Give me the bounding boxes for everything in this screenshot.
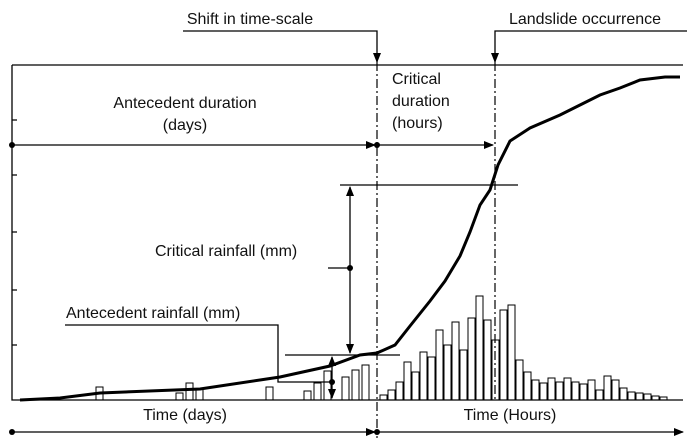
dot <box>374 429 380 435</box>
rainfall-bar <box>403 361 412 401</box>
rainfall-bar <box>499 309 508 401</box>
rainfall-bar <box>555 381 564 401</box>
dot <box>9 142 15 148</box>
rainfall-bar <box>265 386 274 401</box>
rainfall-bar <box>395 381 404 401</box>
rainfall-bar <box>361 364 370 401</box>
rainfall-bar <box>451 321 460 401</box>
rainfall-bar <box>563 377 572 401</box>
rainfall-bar <box>627 391 636 401</box>
dot <box>9 429 15 435</box>
rainfall-bar <box>515 359 524 401</box>
shift-pointer <box>183 30 381 63</box>
antecedent-duration-label: (days) <box>163 117 207 134</box>
rainfall-bar <box>435 329 444 401</box>
rainfall-bar <box>587 379 596 401</box>
rainfall-bar <box>595 389 604 401</box>
landslide-pointer <box>491 30 687 63</box>
critical-duration-label: duration <box>392 93 450 110</box>
rainfall-bar <box>547 377 556 401</box>
rainfall-bar <box>635 392 644 401</box>
rainfall-bar <box>443 344 452 401</box>
rainfall-bar <box>611 379 620 401</box>
dot <box>374 142 380 148</box>
rainfall-bar <box>427 356 436 401</box>
rainfall-bar <box>379 394 388 401</box>
critical-rainfall-label: Critical rainfall (mm) <box>155 243 297 260</box>
rainfall-bar <box>323 370 332 401</box>
rainfall-bar <box>195 388 204 401</box>
antecedent-rainfall-leader <box>65 324 332 383</box>
cumulative-rainfall-curve <box>19 75 680 402</box>
y-ticks <box>12 119 17 346</box>
critical-duration-label: Critical <box>392 71 441 88</box>
rainfall-bar <box>303 390 312 401</box>
rainfall-bar <box>603 375 612 401</box>
antecedent-duration-label: Antecedent duration <box>113 95 256 112</box>
rainfall-bars <box>95 295 668 401</box>
rainfall-bar <box>523 371 532 401</box>
landslide-label: Landslide occurrence <box>509 11 661 28</box>
rainfall-bar <box>643 393 652 401</box>
critical-rainfall-lines <box>285 184 518 356</box>
rainfall-bar <box>185 382 194 401</box>
axes <box>11 64 683 401</box>
rainfall-bar <box>483 319 492 401</box>
rainfall-bar <box>539 382 548 401</box>
antecedent-rainfall-label: Antecedent rainfall (mm) <box>66 305 240 322</box>
critical-duration-label: (hours) <box>392 115 443 132</box>
rainfall-bar <box>571 381 580 401</box>
rainfall-bar <box>507 304 516 401</box>
rainfall-bar <box>619 387 628 401</box>
rainfall-bar <box>313 382 322 401</box>
rainfall-bar <box>419 351 428 401</box>
rainfall-bar <box>411 371 420 401</box>
rainfall-bar <box>387 389 396 401</box>
time-hours-label: Time (Hours) <box>464 407 557 424</box>
time-days-label: Time (days) <box>143 407 227 424</box>
rainfall-bar <box>341 376 350 401</box>
rainfall-bar <box>459 349 468 401</box>
rainfall-bar <box>351 369 360 401</box>
rainfall-bar <box>475 295 484 401</box>
rainfall-bar <box>531 379 540 401</box>
shift-label: Shift in time-scale <box>187 11 313 28</box>
rainfall-bar <box>175 392 184 401</box>
rainfall-bar <box>467 317 476 401</box>
rainfall-bar <box>579 383 588 401</box>
